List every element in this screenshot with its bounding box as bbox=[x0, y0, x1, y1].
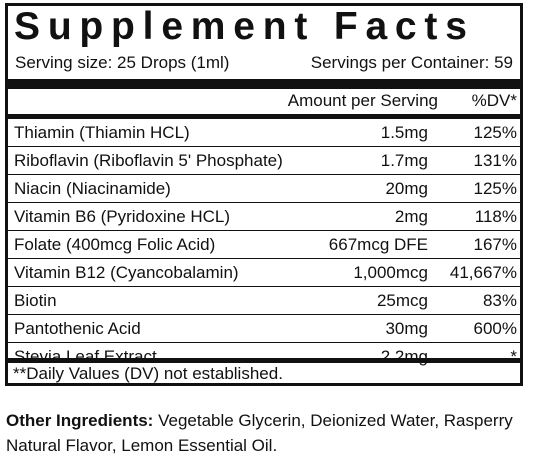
nutrient-dv: 125% bbox=[473, 123, 517, 142]
nutrient-dv: * bbox=[510, 347, 517, 366]
nutrient-name: Vitamin B6 (Pyridoxine HCL) bbox=[14, 207, 231, 226]
nutrient-rows: Thiamin (Thiamin HCL) 1.5mg 125% Ribofla… bbox=[8, 119, 520, 370]
footnote: **Daily Values (DV) not established. bbox=[13, 364, 283, 383]
bottom-divider bbox=[8, 358, 520, 363]
nutrient-name: Niacin (Niacinamide) bbox=[14, 179, 171, 198]
header-divider bbox=[8, 114, 520, 119]
nutrient-row: Biotin 25mcg 83% bbox=[8, 287, 520, 315]
nutrient-name: Vitamin B12 (Cyancobalamin) bbox=[14, 263, 239, 282]
nutrient-dv: 41,667% bbox=[449, 263, 517, 282]
nutrient-row: Pantothenic Acid 30mg 600% bbox=[8, 315, 520, 343]
thick-divider bbox=[8, 79, 520, 89]
nutrient-name: Folate (400mcg Folic Acid) bbox=[14, 235, 216, 254]
nutrient-amount: 1,000mcg bbox=[353, 263, 428, 282]
nutrient-amount: 2mg bbox=[394, 207, 428, 226]
nutrient-amount: 1.7mg bbox=[380, 151, 428, 170]
nutrient-name: Biotin bbox=[14, 291, 57, 310]
nutrient-amount: 2.2mg bbox=[380, 347, 428, 366]
nutrient-dv: 83% bbox=[482, 291, 517, 310]
nutrient-row: Niacin (Niacinamide) 20mg 125% bbox=[8, 175, 520, 203]
amount-header: Amount per Serving bbox=[287, 91, 438, 110]
other-ingredients: Other Ingredients: Vegetable Glycerin, D… bbox=[6, 408, 526, 458]
nutrient-amount: 1.5mg bbox=[380, 123, 428, 142]
supplement-facts-panel: Supplement Facts Serving size: 25 Drops … bbox=[5, 3, 523, 386]
nutrient-name: Riboflavin (Riboflavin 5' Phosphate) bbox=[14, 151, 283, 170]
nutrient-amount: 30mg bbox=[385, 319, 428, 338]
nutrient-row: Folate (400mcg Folic Acid) 667mcg DFE 16… bbox=[8, 231, 520, 259]
nutrient-row: Vitamin B6 (Pyridoxine HCL) 2mg 118% bbox=[8, 203, 520, 231]
dv-header: %DV* bbox=[471, 91, 517, 110]
other-ingredients-text: Vegetable Glycerin, Deionized Water, Ras… bbox=[6, 411, 513, 455]
panel-title: Supplement Facts bbox=[14, 5, 475, 48]
nutrient-amount: 667mcg DFE bbox=[328, 235, 428, 254]
nutrient-amount: 25mcg bbox=[376, 291, 428, 310]
nutrient-dv: 131% bbox=[473, 151, 517, 170]
nutrient-dv: 600% bbox=[473, 319, 517, 338]
nutrient-name: Pantothenic Acid bbox=[14, 319, 141, 338]
serving-size: Serving size: 25 Drops (1ml) bbox=[15, 53, 230, 72]
nutrient-name: Thiamin (Thiamin HCL) bbox=[14, 123, 190, 142]
nutrient-dv: 118% bbox=[474, 207, 517, 226]
nutrient-row: Riboflavin (Riboflavin 5' Phosphate) 1.7… bbox=[8, 147, 520, 175]
nutrient-dv: 125% bbox=[473, 179, 517, 198]
nutrient-dv: 167% bbox=[473, 235, 517, 254]
nutrient-amount: 20mg bbox=[385, 179, 428, 198]
nutrient-row: Thiamin (Thiamin HCL) 1.5mg 125% bbox=[8, 119, 520, 147]
servings-per-container: Servings per Container: 59 bbox=[310, 53, 513, 72]
other-ingredients-label: Other Ingredients: bbox=[6, 411, 154, 430]
nutrient-row: Vitamin B12 (Cyancobalamin) 1,000mcg 41,… bbox=[8, 259, 520, 287]
column-header: Amount per Serving %DV* bbox=[8, 91, 520, 115]
